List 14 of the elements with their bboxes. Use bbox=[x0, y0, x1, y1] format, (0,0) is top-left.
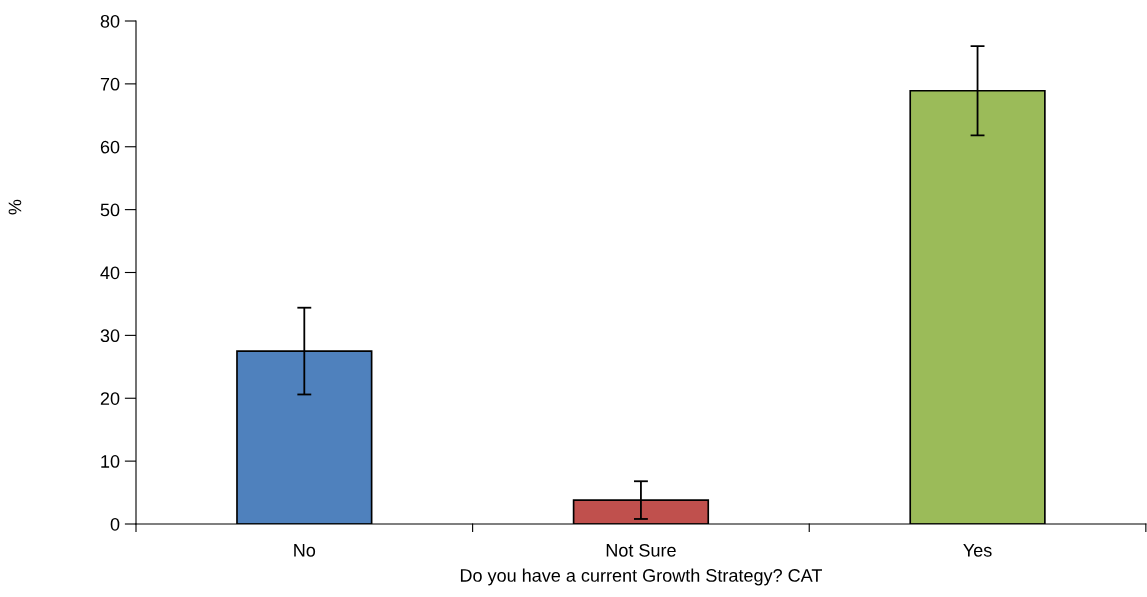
y-tick-label: 60 bbox=[100, 140, 120, 154]
x-axis-title: Do you have a current Growth Strategy? CAT bbox=[460, 568, 822, 586]
y-tick-label: 0 bbox=[110, 517, 120, 531]
y-tick-label: 80 bbox=[100, 14, 120, 28]
y-tick-label: 20 bbox=[100, 392, 120, 405]
x-tick-label: Yes bbox=[963, 544, 992, 557]
x-tick-label: Not Sure bbox=[606, 543, 676, 557]
y-tick-label: 40 bbox=[100, 266, 120, 280]
y-tick-label: 30 bbox=[100, 329, 120, 343]
y-tick-label: 70 bbox=[100, 77, 120, 91]
x-tick-label: No bbox=[294, 544, 316, 557]
y-axis-title: % bbox=[8, 199, 22, 215]
y-tick-label: 10 bbox=[101, 455, 120, 468]
y-tick-label: 50 bbox=[100, 203, 120, 217]
